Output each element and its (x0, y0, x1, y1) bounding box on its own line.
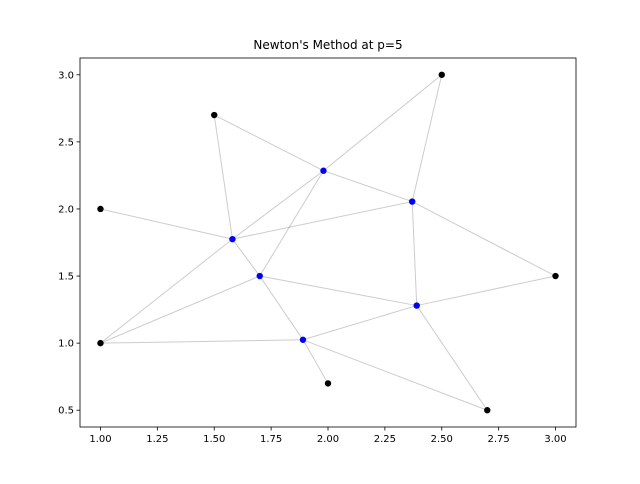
y-tick-label: 0.5 (58, 406, 74, 417)
edge-line (302, 339, 488, 411)
x-axis: 1.00 1.25 1.50 1.75 2.00 2.25 2.50 2.75 3.00 (89, 427, 567, 445)
fixed-point (97, 339, 104, 347)
chart-title: Newton's Method at p=5 (253, 38, 402, 52)
edge-line (416, 275, 556, 307)
x-tick-label: 1.50 (203, 434, 225, 445)
edge-line (302, 339, 329, 384)
steiner-point (320, 167, 327, 174)
edge-line (100, 238, 233, 344)
edge-line (302, 305, 417, 341)
fixed-point (97, 205, 104, 213)
x-tick-label: 2.25 (374, 434, 396, 445)
point-layer (97, 71, 559, 414)
fixed-point (438, 71, 445, 78)
steiner-point (299, 336, 307, 343)
edge-line (214, 114, 324, 172)
edge-line (100, 275, 260, 344)
edge-line (323, 170, 413, 203)
x-tick-label: 1.00 (89, 434, 111, 445)
steiner-point (408, 198, 416, 205)
x-tick-label: 2.00 (317, 434, 339, 445)
y-axis: 0.5 1.0 1.5 2.0 2.5 3.0 (58, 70, 80, 417)
x-tick-label: 3.00 (544, 434, 566, 445)
edge-line (259, 275, 304, 341)
y-tick-label: 1.0 (58, 339, 74, 350)
x-tick-label: 1.75 (260, 434, 282, 445)
steiner-point (256, 272, 263, 280)
edge-line (411, 201, 556, 277)
edge-layer (100, 74, 556, 411)
edge-line (232, 238, 261, 277)
edge-line (259, 275, 417, 307)
edge-line (100, 208, 233, 240)
fixed-point (324, 380, 332, 387)
y-tick-label: 3.0 (58, 70, 74, 81)
x-tick-label: 2.75 (488, 434, 510, 445)
y-tick-label: 2.5 (58, 137, 74, 148)
edge-line (232, 170, 324, 240)
steiner-point (229, 235, 236, 243)
fixed-point (211, 111, 218, 119)
x-tick-label: 2.50 (431, 434, 453, 445)
edge-line (100, 339, 303, 344)
edge-line (411, 201, 418, 306)
edge-line (323, 74, 443, 172)
edge-line (416, 305, 488, 411)
edge-line (411, 74, 443, 202)
edge-line (259, 170, 324, 277)
y-tick-label: 2.0 (58, 204, 74, 215)
fixed-point (552, 272, 559, 280)
y-tick-label: 1.5 (58, 272, 74, 283)
edge-line (232, 201, 413, 240)
fixed-point (484, 407, 491, 414)
edge-line (213, 114, 233, 240)
steiner-point (413, 302, 420, 309)
x-tick-label: 1.25 (146, 434, 168, 445)
